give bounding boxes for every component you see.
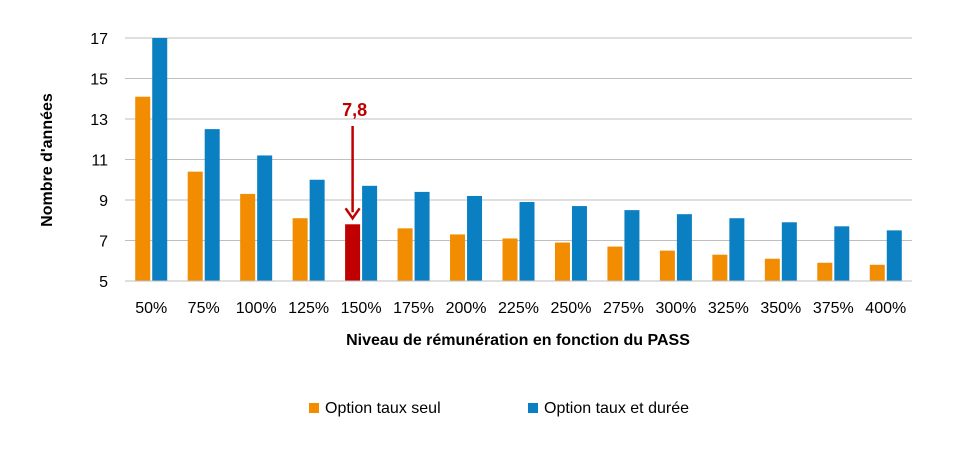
bar-taux-et-duree [414, 191, 430, 281]
x-tick-label: 325% [708, 300, 749, 317]
bar-taux-et-duree [362, 185, 378, 281]
highlight-arrow-head [344, 207, 361, 221]
x-tick-label: 150% [341, 300, 382, 317]
x-tick-label: 300% [655, 300, 696, 317]
x-tick-label: 400% [865, 300, 906, 317]
bar-taux-seul [397, 228, 413, 281]
x-tick-labels: 50% 75% 100% 125% 150% 175% 200% 225% 250% 275% 30… [135, 300, 906, 317]
x-axis-title: Niveau de rémunération en fonction du PA… [346, 332, 690, 349]
bar-taux-seul [712, 254, 728, 281]
x-tick-label: 275% [603, 300, 644, 317]
bar-taux-et-duree [204, 129, 220, 281]
bar-taux-seul [135, 96, 151, 281]
x-tick-label: 350% [760, 300, 801, 317]
bar-taux-seul [502, 238, 518, 281]
bar-taux-et-duree [624, 210, 640, 281]
bar-taux-seul [607, 246, 623, 281]
bar-taux-et-duree [519, 202, 535, 281]
bar-taux-et-duree [571, 206, 587, 281]
bar-taux-et-duree [729, 218, 745, 281]
legend-swatch [309, 403, 319, 413]
x-tick-label: 200% [446, 300, 487, 317]
bar-taux-et-duree [257, 155, 273, 281]
y-tick-label: 11 [91, 153, 108, 170]
bar-taux-et-duree [886, 230, 902, 281]
bar-taux-et-duree [309, 179, 325, 281]
y-tick-labels: 5 7 9 11 13 15 17 [90, 31, 108, 291]
y-tick-label: 7 [99, 234, 108, 251]
legend-swatch [528, 403, 538, 413]
x-tick-label: 225% [498, 300, 539, 317]
highlight-annotation: 7,8 [342, 100, 367, 221]
legend: Option taux seul Option taux et durée [309, 400, 689, 417]
bar-taux-seul [659, 250, 675, 281]
x-tick-label: 50% [135, 300, 167, 317]
bar-taux-seul [764, 258, 780, 281]
bar-taux-et-duree [834, 226, 850, 281]
bar-taux-seul [554, 242, 570, 281]
x-tick-label: 175% [393, 300, 434, 317]
bar-taux-et-duree [152, 38, 168, 281]
legend-label: Option taux seul [325, 400, 441, 417]
bars [135, 38, 902, 281]
bar-taux-seul [240, 193, 256, 281]
y-tick-label: 9 [99, 193, 108, 210]
bar-taux-seul [817, 262, 833, 281]
x-tick-label: 75% [188, 300, 220, 317]
bar-taux-seul [869, 264, 885, 281]
x-tick-label: 100% [236, 300, 277, 317]
bar-taux-et-duree [676, 214, 692, 281]
bar-taux-et-duree [467, 195, 483, 281]
y-tick-label: 13 [90, 112, 108, 129]
highlight-value-label: 7,8 [342, 100, 367, 120]
y-tick-label: 5 [99, 274, 108, 291]
bar-taux-et-duree [781, 222, 797, 281]
bar-taux-seul [292, 218, 308, 281]
y-tick-label: 17 [90, 31, 108, 48]
x-tick-label: 375% [813, 300, 854, 317]
legend-label: Option taux et durée [544, 400, 689, 417]
y-tick-label: 15 [90, 72, 108, 89]
bar-taux-seul [450, 234, 466, 281]
x-tick-label: 250% [551, 300, 592, 317]
bar-taux-seul [187, 171, 203, 281]
bar-taux-seul [345, 224, 361, 281]
x-tick-label: 125% [288, 300, 329, 317]
gridlines [125, 37, 912, 241]
y-axis-title: Nombre d'années [39, 93, 56, 227]
